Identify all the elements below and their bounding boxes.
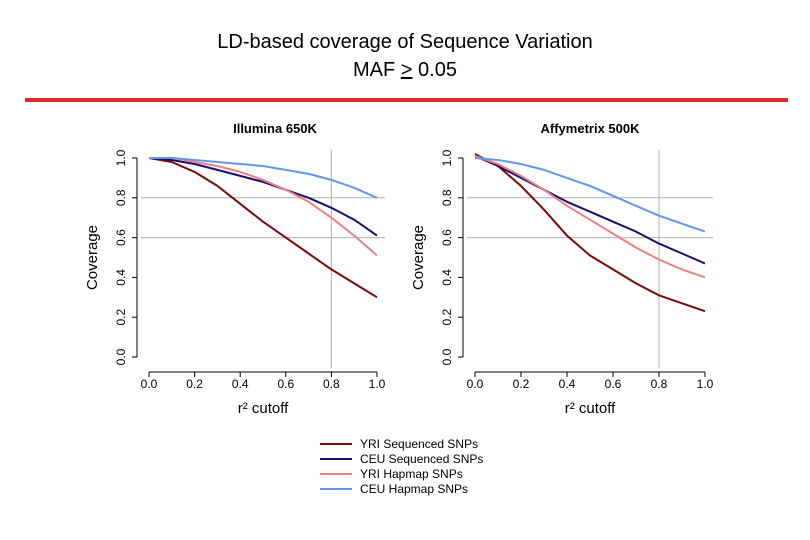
slide-title-line2: MAF > 0.05 [0,56,810,84]
legend-label-3: YRI Hapmap SNPs [360,467,463,481]
chart2-series-3-line [474,155,706,279]
chart1-y-tick-label-5: 1.0 [114,149,128,166]
chart1-y-tick-label-1: 0.2 [114,309,128,326]
chart1-y-label: Coverage [84,225,101,290]
chart2-x-tick-label-1: 0.2 [513,377,530,391]
chart2-series-1-line [474,153,706,313]
chart1-x-tick-label-2: 0.4 [232,377,249,391]
chart1-x-tick-label-5: 1.0 [369,377,386,391]
chart2-x-tick-label-0: 0.0 [467,377,484,391]
chart2-y-tick-label-0: 0.0 [440,348,454,365]
chart1-x-tick-label-3: 0.6 [277,377,294,391]
legend-label-2: CEU Sequenced SNPs [360,452,483,466]
chart1-x-label: r² cutoff [238,400,289,417]
chart1-y-tick-label-0: 0.0 [114,348,128,365]
chart1-title: Illumina 650K [233,121,317,136]
chart2-x-label: r² cutoff [565,400,616,417]
chart2-title: Affymetrix 500K [541,121,641,136]
chart2-series-4-line [474,157,706,233]
chart2-x-tick-label-2: 0.4 [559,377,576,391]
chart1-series-4-line [149,157,378,199]
chart2-x-tick-label-3: 0.6 [605,377,622,391]
slide-title: LD-based coverage of Sequence Variation … [0,28,810,84]
chart1-y-tick-label-4: 0.8 [114,189,128,206]
legend-label-1: YRI Sequenced SNPs [360,437,478,451]
chart2-series-2-line [474,155,706,265]
chart1-y-tick-label-3: 0.6 [114,229,128,246]
slide-title-line1: LD-based coverage of Sequence Variation [217,31,593,53]
chart1-x-tick-label-4: 0.8 [323,377,340,391]
chart2-y-label: Coverage [410,225,427,290]
legend-label-4: CEU Hapmap SNPs [360,482,468,496]
chart1-x-tick-label-1: 0.2 [186,377,203,391]
chart2-x-tick-label-4: 0.8 [651,377,668,391]
chart2-x-tick-label-5: 1.0 [697,377,714,391]
chart2-y-tick-label-2: 0.4 [440,269,454,286]
chart1-series-2-line [148,157,378,237]
title-divider [25,98,788,102]
slide-title-value: 0.05 [412,59,457,81]
slide-title-operator: > [400,59,413,81]
chart1-y-tick-label-2: 0.4 [114,269,128,286]
slide-title-prefix: MAF [353,59,401,81]
chart2-y-tick-label-5: 1.0 [440,149,454,166]
chart2-y-tick-label-4: 0.8 [440,189,454,206]
chart2-y-tick-label-1: 0.2 [440,309,454,326]
chart1-series-3-line [149,157,378,257]
chart2-y-tick-label-3: 0.6 [440,229,454,246]
chart1-series-1-line [148,157,378,299]
chart1-x-tick-label-0: 0.0 [141,377,158,391]
